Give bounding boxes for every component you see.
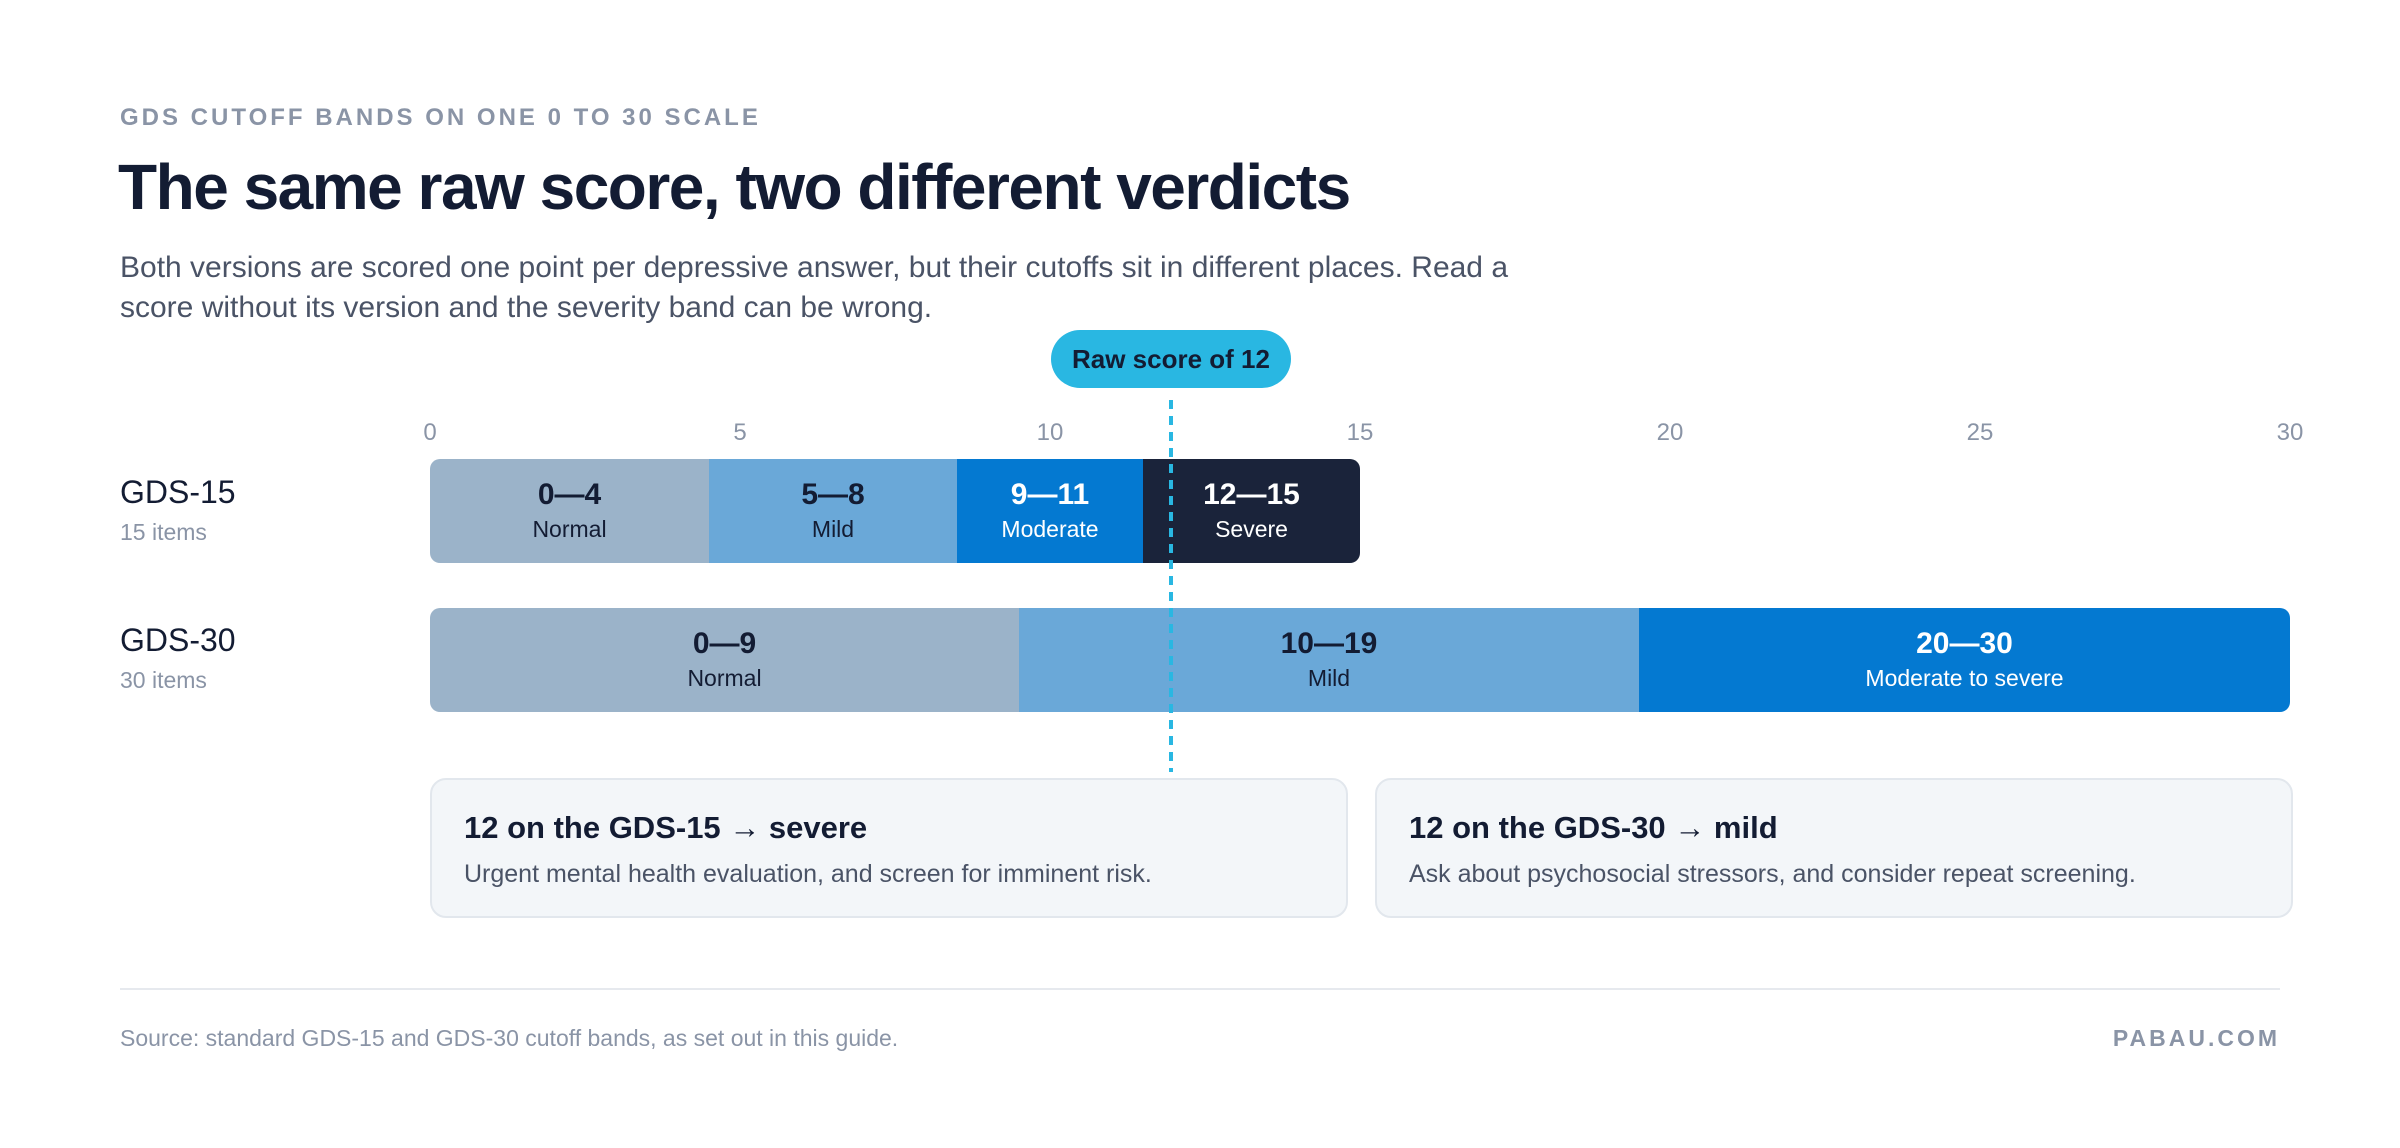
band-severity-label: Moderate bbox=[1001, 516, 1098, 542]
verdict-card-text: Urgent mental health evaluation, and scr… bbox=[464, 860, 1152, 888]
band-bar bbox=[709, 459, 957, 563]
band-range-label: 20—30 bbox=[1916, 627, 2013, 660]
band-severity-label: Mild bbox=[1308, 665, 1350, 691]
row-label-gds-30: GDS-30 30 items bbox=[120, 622, 236, 694]
band-range-label: 0—4 bbox=[538, 478, 602, 511]
x-tick-label: 0 bbox=[423, 419, 436, 446]
band-severity-label: Normal bbox=[687, 665, 761, 691]
band-bar bbox=[957, 459, 1143, 563]
x-tick-label: 5 bbox=[733, 419, 746, 446]
verdict-card-gds-30: 12 on the GDS-30 → mild Ask about psycho… bbox=[1375, 778, 2293, 918]
raw-score-marker-label: Raw score of 12 bbox=[1051, 330, 1291, 388]
row-name: GDS-30 bbox=[120, 622, 236, 658]
row-items-count: 30 items bbox=[120, 667, 207, 693]
chart-title: The same raw score, two different verdic… bbox=[118, 151, 1351, 223]
x-tick-label: 10 bbox=[1037, 419, 1064, 446]
x-tick-label: 20 bbox=[1657, 419, 1684, 446]
verdict-card-title: 12 on the GDS-30 → mild bbox=[1409, 810, 1778, 845]
band-range-label: 9—11 bbox=[1011, 478, 1089, 511]
band-bar bbox=[1639, 608, 2290, 712]
footer-divider bbox=[120, 988, 2280, 990]
band-severity-label: Mild bbox=[812, 516, 854, 542]
band-range-label: 5—8 bbox=[801, 478, 864, 511]
verdict-card-gds-15: 12 on the GDS-15 → severe Urgent mental … bbox=[430, 778, 1348, 918]
band-bar bbox=[1019, 608, 1639, 712]
cutoff-band-chart: 0 5 10 15 20 25 30 0—4 Normal 5—8 Mild 9—11 Moderate… bbox=[423, 400, 2304, 772]
band-severity-label: Severe bbox=[1215, 516, 1288, 542]
band-range-label: 12—15 bbox=[1203, 478, 1300, 511]
chart-subtitle: Both versions are scored one point per d… bbox=[120, 251, 1509, 324]
band-range-label: 0—9 bbox=[693, 627, 756, 660]
band-range-label: 10—19 bbox=[1281, 627, 1378, 660]
band-bar bbox=[430, 459, 709, 563]
x-tick-label: 25 bbox=[1967, 419, 1994, 446]
band-severity-label: Normal bbox=[532, 516, 606, 542]
chart-eyebrow: GDS CUTOFF BANDS ON ONE 0 TO 30 SCALE bbox=[120, 104, 761, 131]
brand-logo-text: PABAU.COM bbox=[2112, 1025, 2280, 1051]
row-items-count: 15 items bbox=[120, 519, 207, 545]
band-bar bbox=[1143, 459, 1360, 563]
verdict-card-title: 12 on the GDS-15 → severe bbox=[464, 810, 868, 845]
x-tick-label: 30 bbox=[2277, 419, 2304, 446]
verdict-card-text: Ask about psychosocial stressors, and co… bbox=[1409, 860, 2136, 888]
row-name: GDS-15 bbox=[120, 474, 236, 510]
band-bar bbox=[430, 608, 1019, 712]
row-label-gds-15: GDS-15 15 items bbox=[120, 474, 236, 546]
x-tick-label: 15 bbox=[1347, 419, 1374, 446]
band-severity-label: Moderate to severe bbox=[1865, 665, 2063, 691]
source-note: Source: standard GDS-15 and GDS-30 cutof… bbox=[120, 1025, 899, 1051]
